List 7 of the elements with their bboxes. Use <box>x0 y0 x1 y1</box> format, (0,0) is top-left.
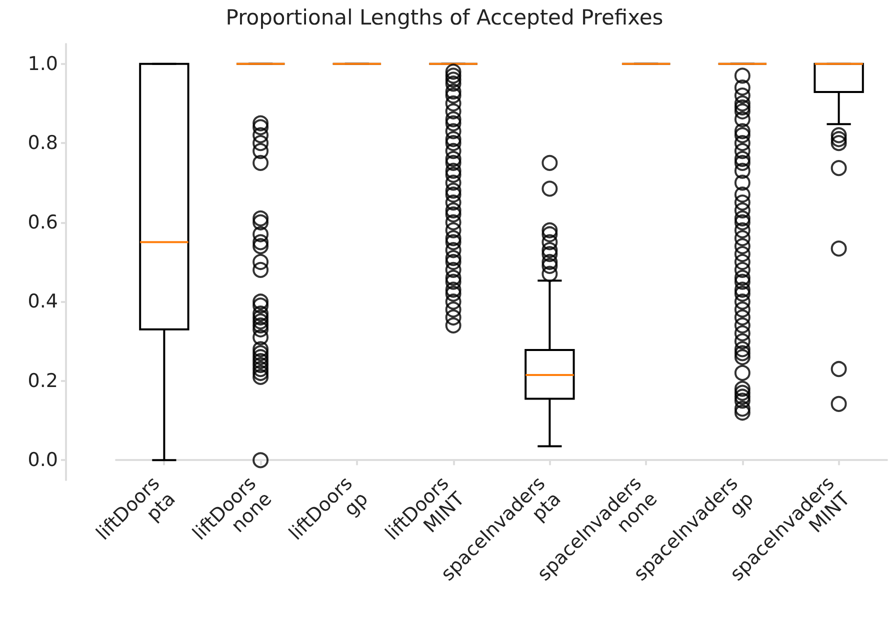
y-tick-label: 0.4 <box>28 290 58 313</box>
y-tick-label: 0.2 <box>28 370 58 392</box>
chart-title: Proportional Lengths of Accepted Prefixes <box>226 6 664 30</box>
y-tick-label: 0.6 <box>28 211 58 234</box>
y-tick-label: 0.8 <box>28 132 58 154</box>
y-tick-label: 1.0 <box>28 52 58 75</box>
y-tick-label: 0.0 <box>28 449 58 472</box>
